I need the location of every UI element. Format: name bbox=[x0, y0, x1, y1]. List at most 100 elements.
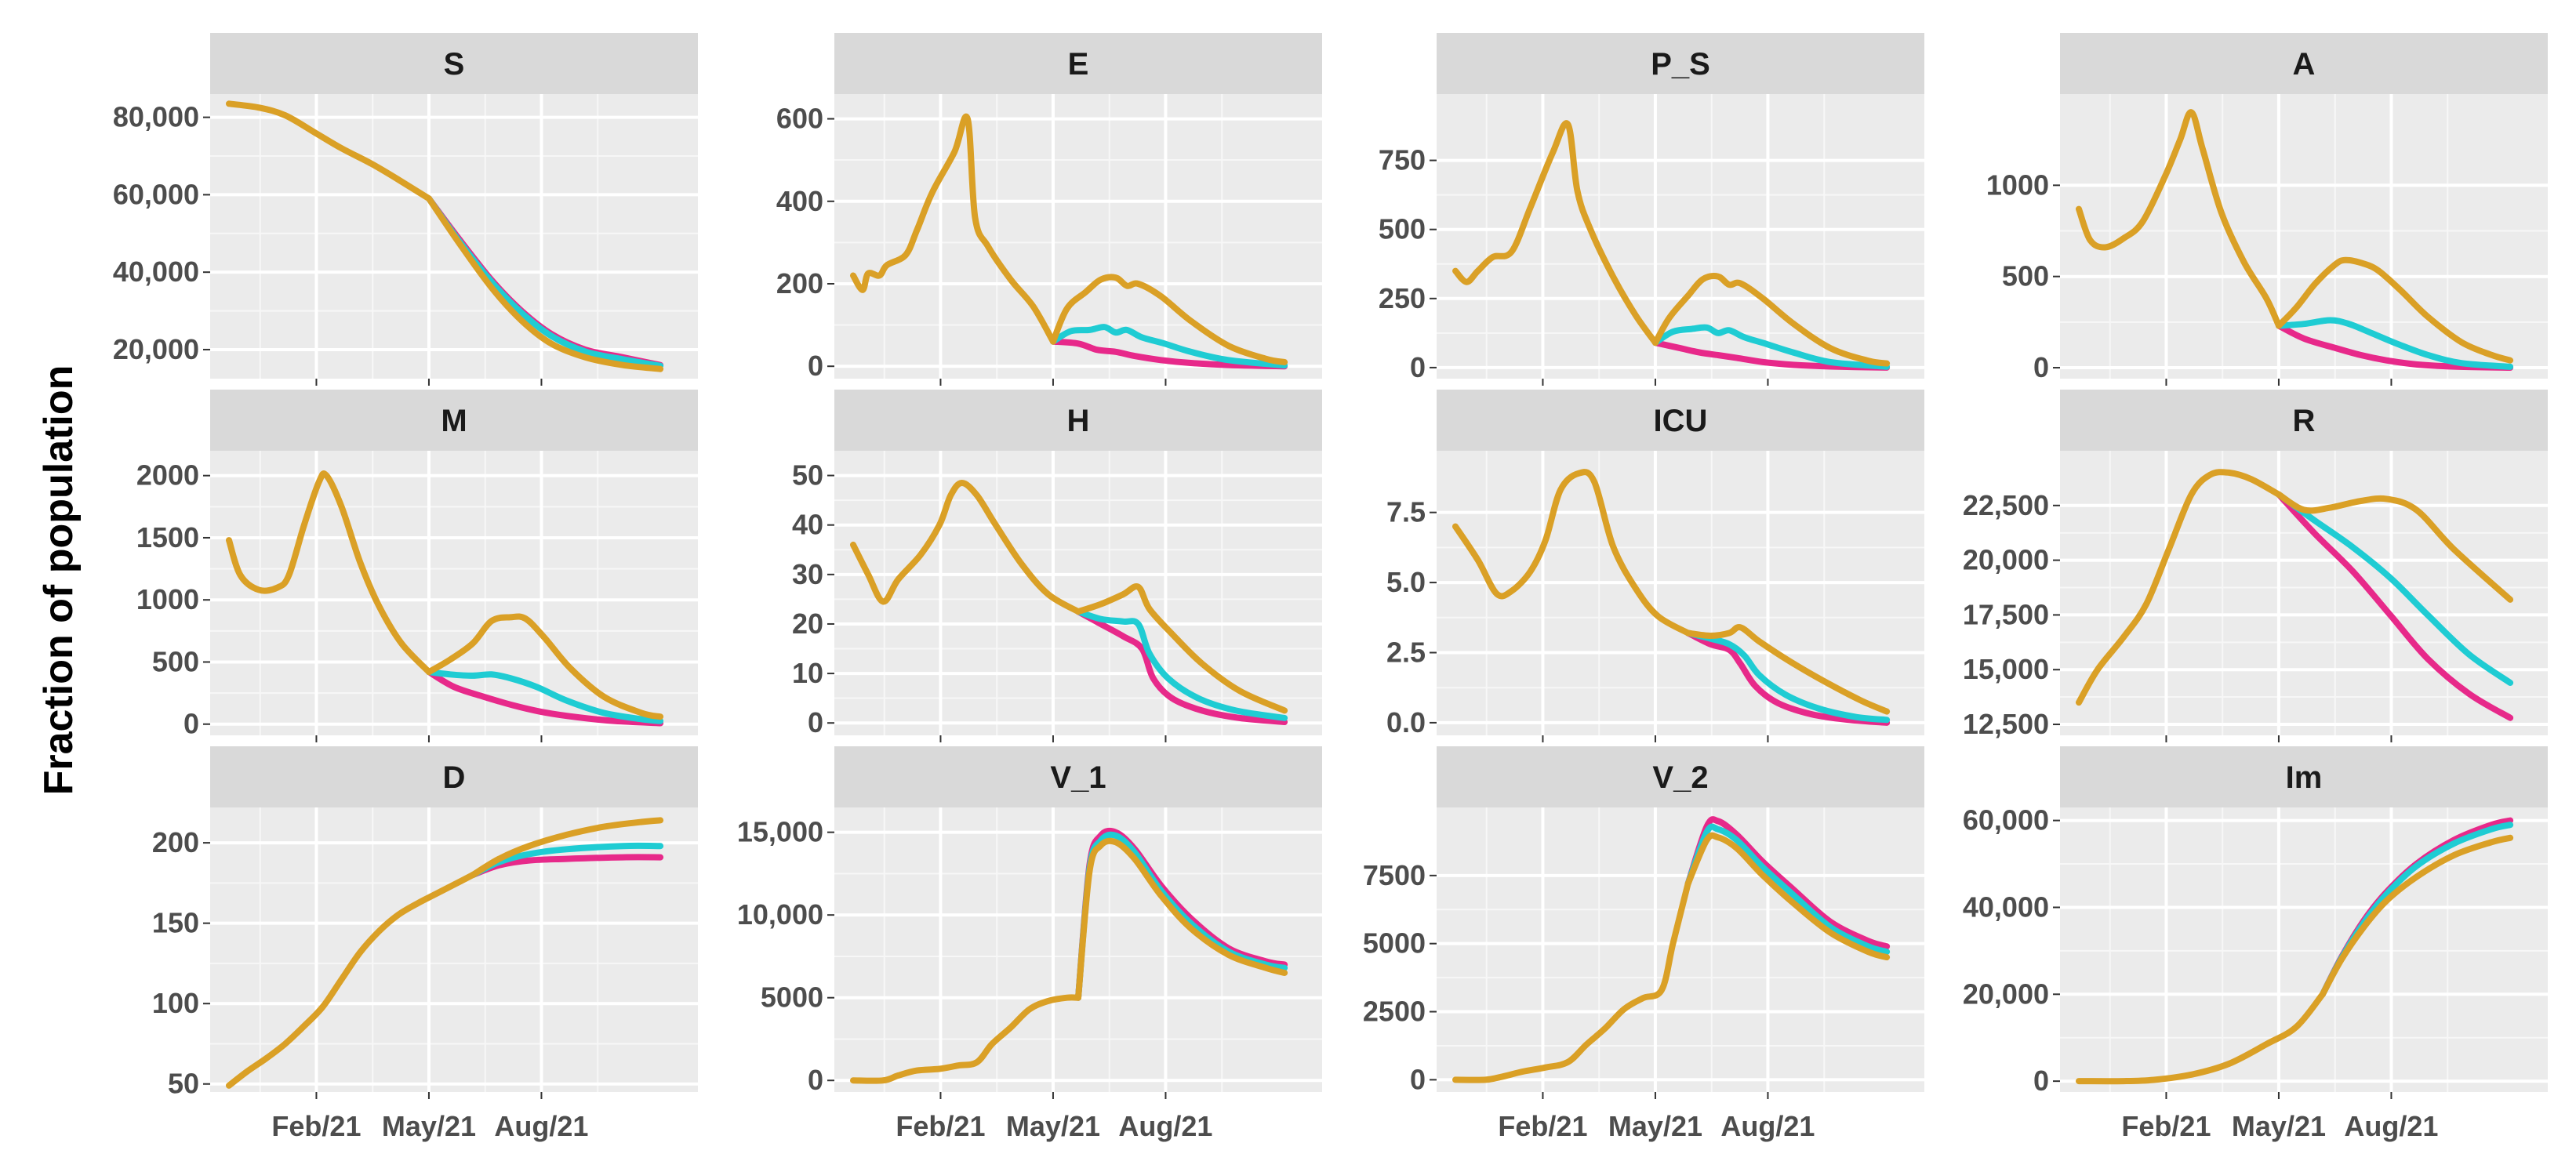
y-tick-label-s: 40,000 bbox=[113, 256, 199, 288]
facet-title-e: E bbox=[1068, 47, 1089, 82]
y-tick-label-d: 50 bbox=[168, 1068, 199, 1100]
facet-panel-h: H 0 10 20 30 40 50 bbox=[792, 390, 1322, 742]
x-tick-label: Aug/21 bbox=[1118, 1110, 1212, 1142]
shared-line-d bbox=[226, 872, 476, 1089]
x-tick-label: Aug/21 bbox=[494, 1110, 588, 1142]
facet-panel-r: R 12,500 15,000 17,500 20,000 22,500 bbox=[1963, 390, 2548, 742]
panel-background-v-2 bbox=[1437, 807, 1924, 1092]
y-tick-label-h: 10 bbox=[792, 657, 823, 689]
facet-title-p-s: P_S bbox=[1651, 47, 1710, 82]
y-tick-label-icu: 2.5 bbox=[1386, 636, 1426, 668]
facet-panel-v-1: V_1 0 5000 10,000 15,000 Feb/21 May/21 Aug/21 bbox=[737, 746, 1322, 1142]
y-tick-label-m: 0 bbox=[183, 708, 199, 740]
y-tick-label-d: 150 bbox=[152, 907, 199, 939]
y-tick-label-icu: 7.5 bbox=[1386, 496, 1426, 528]
y-tick-label-im: 40,000 bbox=[1963, 891, 2049, 923]
shared-line-h bbox=[850, 480, 1081, 615]
series-line-p-s-scenario-2 bbox=[1652, 324, 1891, 370]
facet-title-s: S bbox=[444, 47, 465, 82]
series-line-icu-scenario-2 bbox=[1684, 629, 1891, 724]
series-line-a-scenario-2 bbox=[2276, 317, 2514, 370]
facet-strip-icu bbox=[1437, 390, 1924, 451]
shared-line-r bbox=[2076, 469, 2282, 706]
series-line-e-scenario-3 bbox=[1050, 274, 1288, 365]
series-line-e-scenario-2 bbox=[1050, 324, 1288, 369]
y-tick-label-m: 2000 bbox=[136, 459, 199, 492]
y-tick-label-r: 17,500 bbox=[1963, 598, 2049, 630]
facet-panels: S20,00040,00060,00080,000E0200400600P_S0… bbox=[113, 33, 2548, 1142]
series-line-m-scenario-1 bbox=[426, 669, 664, 727]
y-tick-label-e: 600 bbox=[776, 103, 823, 135]
y-tick-label-d: 100 bbox=[152, 987, 199, 1019]
y-tick-label-r: 22,500 bbox=[1963, 489, 2049, 521]
y-tick-label-v-2: 0 bbox=[1410, 1063, 1426, 1095]
y-tick-label-im: 60,000 bbox=[1963, 804, 2049, 836]
y-tick-label-im: 20,000 bbox=[1963, 978, 2049, 1010]
x-tick-label: Aug/21 bbox=[2344, 1110, 2438, 1142]
panel-background-h bbox=[834, 451, 1322, 735]
y-tick-label-s: 60,000 bbox=[113, 178, 199, 210]
y-tick-label-m: 1000 bbox=[136, 583, 199, 615]
facet-strip-v-2 bbox=[1437, 746, 1924, 807]
series-line-v-2-scenario-1 bbox=[1684, 816, 1891, 950]
series-line-icu-scenario-1 bbox=[1684, 629, 1891, 726]
series-line-h-scenario-3 bbox=[1075, 583, 1288, 714]
y-tick-label-e: 400 bbox=[776, 185, 823, 217]
y-tick-label-a: 500 bbox=[2002, 260, 2049, 292]
y-tick-label-m: 1500 bbox=[136, 521, 199, 553]
shared-line-m bbox=[226, 470, 432, 676]
x-tick-label: May/21 bbox=[2232, 1110, 2326, 1142]
series-line-h-scenario-2 bbox=[1075, 608, 1288, 721]
series-line-r-scenario-2 bbox=[2276, 491, 2514, 686]
y-tick-label-h: 30 bbox=[792, 558, 823, 590]
facet-panel-e: E 0 200 400 600 bbox=[776, 33, 1322, 386]
facet-strip-m bbox=[210, 390, 698, 451]
facet-panel-p-s: P_S 0 250 500 750 bbox=[1379, 33, 1924, 386]
facet-panel-d: D 50 100 150 200 Feb/21 May/21 Aug/21 bbox=[152, 746, 698, 1142]
facet-strip-a bbox=[2060, 33, 2548, 94]
series-line-icu-scenario-3 bbox=[1684, 624, 1891, 715]
x-tick-label: May/21 bbox=[382, 1110, 476, 1142]
y-tick-label-p-s: 500 bbox=[1379, 213, 1426, 245]
y-tick-label-a: 1000 bbox=[1986, 169, 2049, 201]
series-line-m-scenario-2 bbox=[426, 669, 664, 724]
x-tick-label: Feb/21 bbox=[2121, 1110, 2211, 1142]
facet-strip-v-1 bbox=[834, 746, 1322, 807]
y-tick-label-d: 200 bbox=[152, 826, 199, 858]
y-tick-label-h: 20 bbox=[792, 608, 823, 640]
y-tick-label-s: 80,000 bbox=[113, 101, 199, 133]
y-tick-label-v-2: 5000 bbox=[1363, 927, 1426, 960]
series-line-a-scenario-3 bbox=[2276, 256, 2514, 364]
y-tick-label-r: 12,500 bbox=[1963, 708, 2049, 740]
x-tick-label: Aug/21 bbox=[1720, 1110, 1815, 1142]
series-line-im-scenario-3 bbox=[2319, 834, 2514, 998]
shared-line-s bbox=[226, 100, 432, 202]
shared-line-v-1 bbox=[850, 994, 1081, 1084]
y-tick-label-v-1: 10,000 bbox=[737, 898, 823, 931]
y-axis-title: Fraction of population bbox=[36, 365, 82, 796]
shared-line-v-2 bbox=[1452, 880, 1691, 1083]
y-tick-label-im: 0 bbox=[2033, 1065, 2049, 1097]
series-line-m-scenario-3 bbox=[426, 613, 664, 720]
series-line-h-scenario-1 bbox=[1075, 608, 1288, 725]
facet-panel-icu: ICU 0.0 2.5 5.0 7.5 bbox=[1386, 390, 1924, 742]
y-tick-label-h: 0 bbox=[808, 706, 823, 738]
y-tick-label-p-s: 0 bbox=[1410, 351, 1426, 383]
shared-line-im bbox=[2076, 991, 2326, 1085]
series-line-v-2-scenario-2 bbox=[1684, 823, 1891, 956]
facet-strip-h bbox=[834, 390, 1322, 451]
y-tick-label-h: 40 bbox=[792, 509, 823, 541]
panel-background-im bbox=[2060, 807, 2548, 1092]
y-tick-label-s: 20,000 bbox=[113, 333, 199, 365]
y-tick-label-v-1: 15,000 bbox=[737, 816, 823, 848]
y-tick-label-icu: 0.0 bbox=[1386, 706, 1426, 738]
y-tick-label-r: 15,000 bbox=[1963, 653, 2049, 685]
facet-panel-s: S 20,000 40,000 60,000 80,000 bbox=[113, 33, 698, 386]
facet-strip-d bbox=[210, 746, 698, 807]
facet-title-a: A bbox=[2293, 47, 2316, 82]
facet-panel-im: Im 0 20,000 40,000 60,000 Feb/21 May/21 Aug/21 bbox=[1963, 746, 2548, 1142]
shared-line-p-s bbox=[1452, 120, 1659, 346]
facet-strip-s bbox=[210, 33, 698, 94]
x-tick-label: Feb/21 bbox=[896, 1110, 985, 1142]
series-line-r-scenario-3 bbox=[2276, 491, 2514, 603]
